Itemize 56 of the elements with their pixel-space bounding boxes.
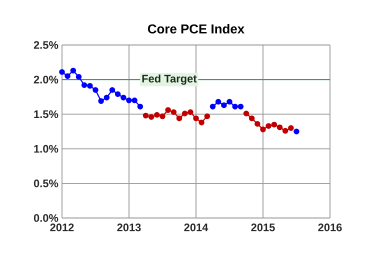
point <box>120 94 126 100</box>
point <box>137 104 144 110</box>
point <box>114 91 121 98</box>
x-tick-label: 2014 <box>184 224 208 232</box>
point <box>193 115 199 122</box>
point <box>238 104 244 110</box>
x-tick-label: 2012 <box>50 224 74 232</box>
x-tick-label: 2013 <box>117 224 141 232</box>
y-tick-label: 1.5% <box>34 110 58 118</box>
y-tick-label: 2.5% <box>34 41 58 49</box>
point <box>87 82 93 89</box>
point <box>188 109 194 116</box>
point <box>276 124 283 130</box>
point <box>254 121 260 127</box>
point <box>148 114 154 120</box>
chart-title: Core PCE Index <box>148 24 244 34</box>
point <box>182 110 188 116</box>
point <box>92 87 98 93</box>
point <box>226 98 232 105</box>
y-tick-label: 0.0% <box>34 214 58 222</box>
point <box>165 107 171 113</box>
point <box>109 87 116 93</box>
point <box>126 97 132 104</box>
y-tick-label: 2.0% <box>34 76 58 84</box>
point <box>294 128 300 134</box>
x-tick-label: 2015 <box>251 224 275 232</box>
point <box>70 68 76 74</box>
point <box>64 73 70 80</box>
point <box>81 82 88 88</box>
point <box>59 69 65 75</box>
point <box>243 110 250 116</box>
point <box>98 98 104 104</box>
point <box>204 113 210 120</box>
point <box>215 98 222 105</box>
point <box>266 123 272 129</box>
point <box>288 125 294 131</box>
point <box>154 112 160 118</box>
point <box>104 94 110 100</box>
point <box>142 112 149 118</box>
point <box>160 113 166 120</box>
point <box>170 109 177 116</box>
point <box>132 97 138 104</box>
point <box>248 115 255 122</box>
point <box>271 122 278 128</box>
point <box>221 102 227 108</box>
point <box>176 115 182 122</box>
y-tick-label: 1.0% <box>34 144 58 153</box>
point <box>198 120 204 126</box>
y-tick-label: 0.5% <box>34 180 58 188</box>
ref-line-label: Fed Target <box>142 74 197 85</box>
point <box>76 74 82 80</box>
point <box>282 128 288 134</box>
point <box>260 126 266 132</box>
x-tick-label: 2016 <box>318 224 342 232</box>
point <box>210 104 216 110</box>
point <box>232 104 238 110</box>
